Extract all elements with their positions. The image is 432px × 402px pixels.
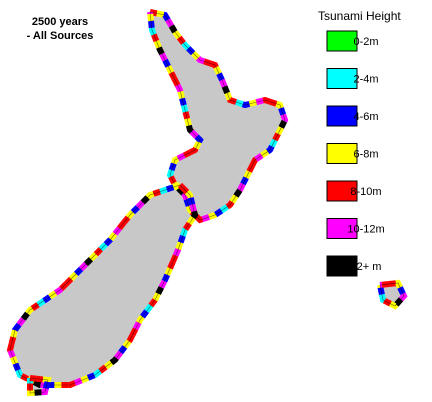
coast-outline — [9, 184, 196, 386]
south-island — [10, 185, 195, 385]
legend-label: 6-8m — [353, 148, 378, 160]
north-island — [150, 12, 285, 220]
legend-swatch — [326, 105, 358, 127]
legend: 0-2m 2-4m 4-6m 6-8m 8-10m 10-12m 12+ m — [326, 30, 385, 277]
legend-label: 0-2m — [353, 36, 378, 48]
map-title-line: - All Sources — [27, 30, 94, 42]
legend-swatch — [326, 218, 358, 239]
legend-swatch — [326, 180, 358, 202]
map-title-line: 2500 years — [32, 16, 88, 28]
legend-swatch — [326, 30, 358, 52]
legend-label: 8-10m — [350, 186, 381, 198]
coast-outline — [149, 11, 286, 221]
legend-title: Tsunami Height — [318, 9, 401, 23]
coastline — [6, 8, 408, 397]
legend-label: 4-6m — [353, 111, 378, 123]
legend-label: 2-4m — [353, 73, 378, 85]
legend-swatch — [326, 68, 358, 89]
coast-outline — [29, 377, 49, 394]
legend-swatch — [326, 143, 358, 164]
coast-outline — [379, 282, 405, 307]
legend-swatch — [326, 255, 358, 277]
legend-label: 12+ m — [351, 261, 382, 273]
legend-label: 10-12m — [347, 223, 384, 235]
